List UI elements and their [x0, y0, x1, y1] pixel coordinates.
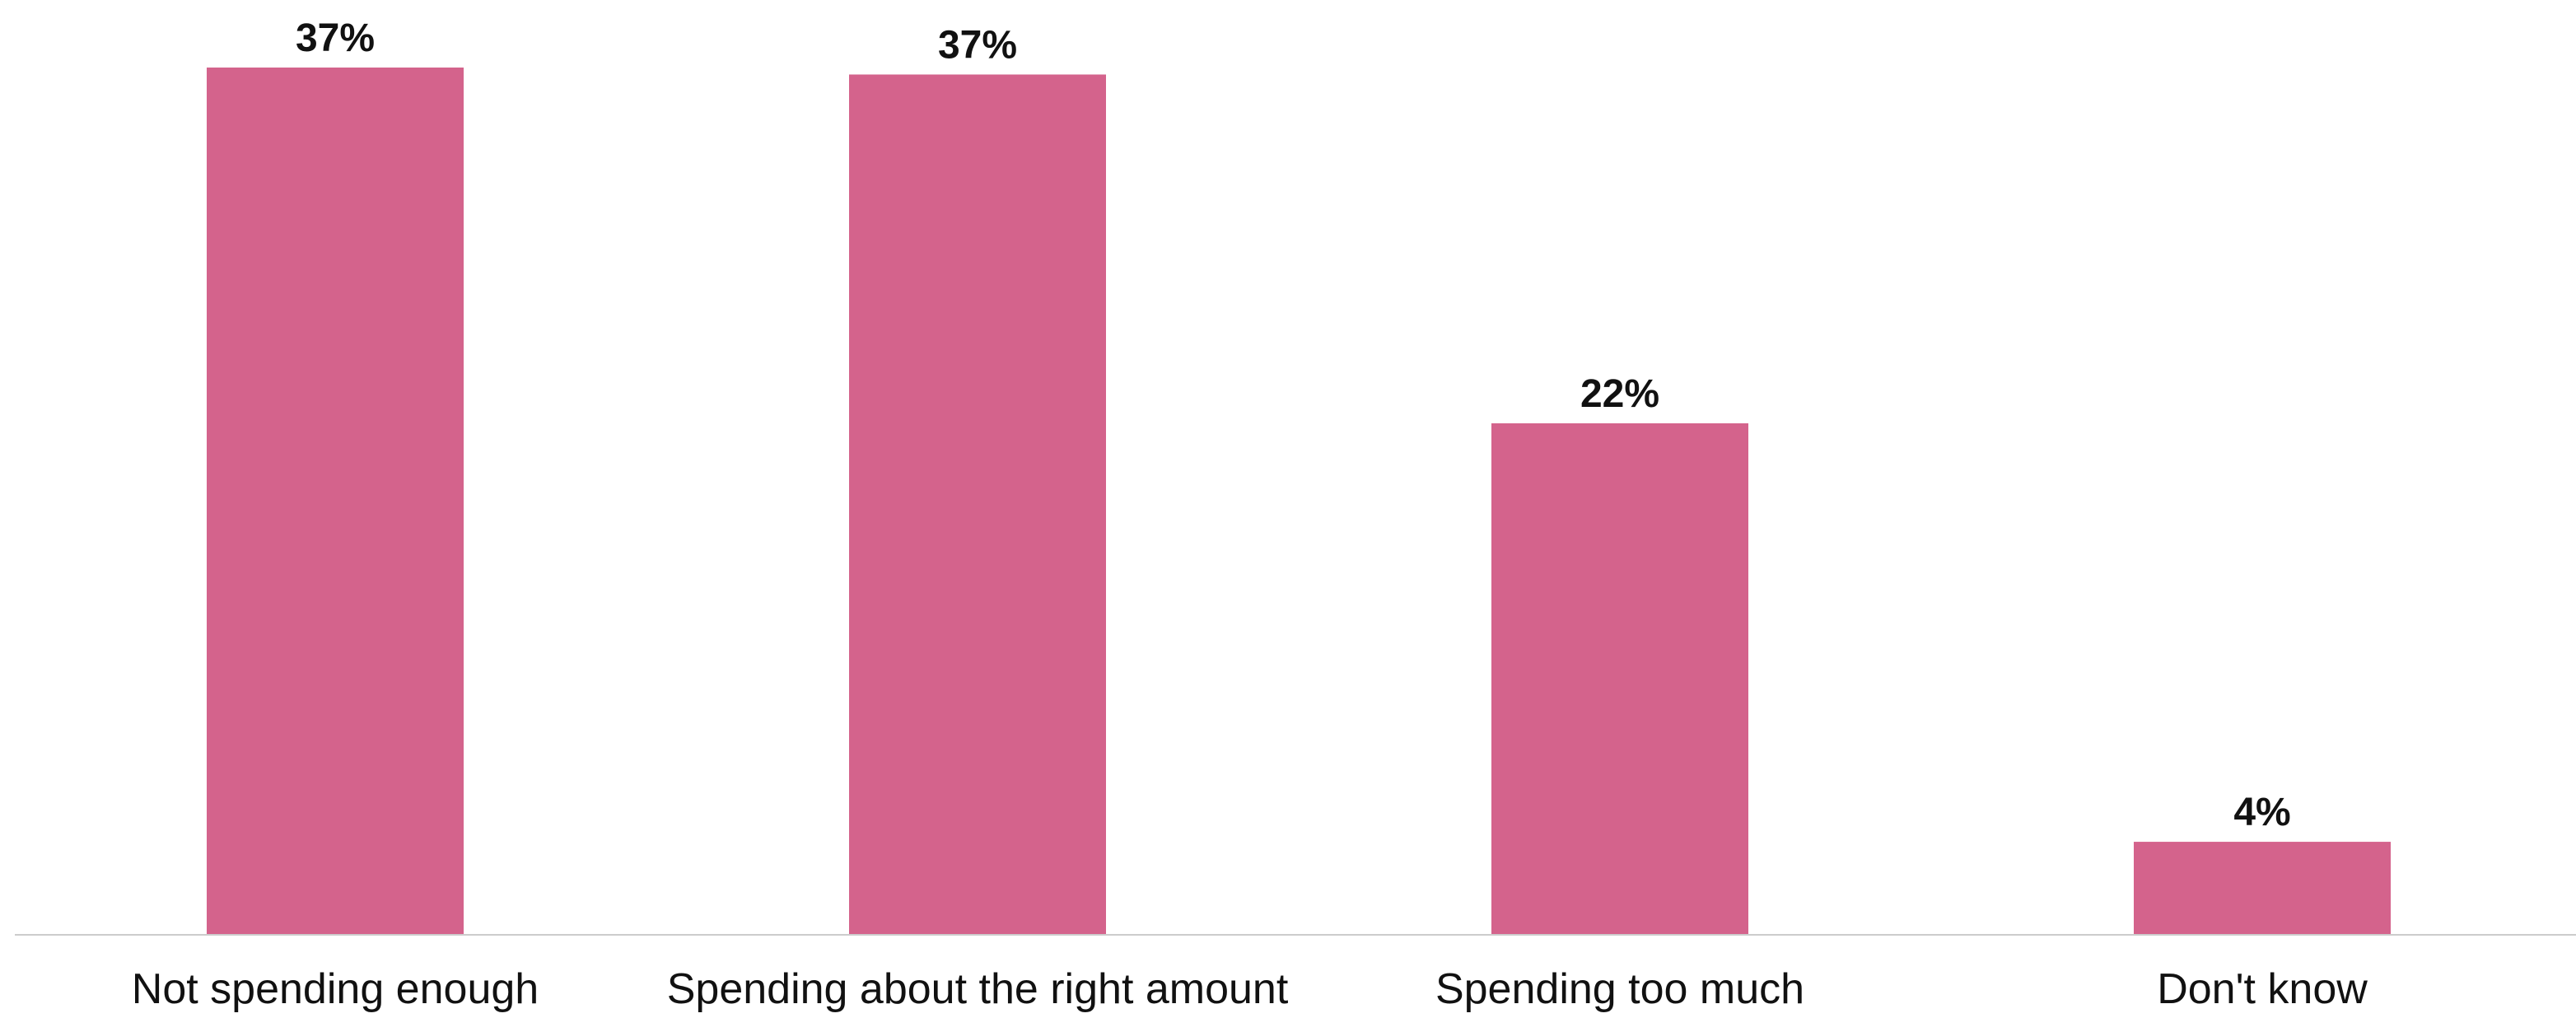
bar-0	[207, 68, 464, 935]
value-label-3: 4%	[2233, 791, 2290, 834]
value-label-1: 37%	[938, 23, 1017, 67]
value-label-0: 37%	[296, 16, 375, 60]
bar-1	[849, 74, 1106, 936]
category-label-1: Spending about the right amount	[667, 965, 1289, 1013]
category-label-3: Don't know	[2157, 965, 2368, 1013]
bars-group	[207, 68, 2391, 936]
category-label-0: Not spending enough	[132, 965, 539, 1013]
bar-2	[1491, 423, 1748, 935]
bar-3	[2134, 842, 2391, 935]
category-label-2: Spending too much	[1435, 965, 1804, 1013]
value-label-2: 22%	[1580, 372, 1659, 416]
value-labels-group: 37% 37% 22% 4%	[296, 16, 2291, 834]
category-labels-group: Not spending enough Spending about the ri…	[132, 965, 2368, 1013]
